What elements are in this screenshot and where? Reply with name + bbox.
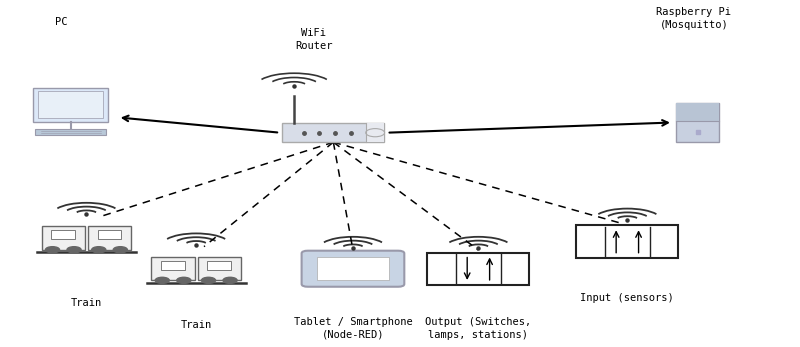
- Text: Raspberry Pi
(Mosquitto): Raspberry Pi (Mosquitto): [657, 7, 731, 31]
- Text: PC: PC: [55, 17, 67, 27]
- Circle shape: [114, 247, 127, 253]
- Text: Train: Train: [181, 320, 212, 330]
- FancyBboxPatch shape: [88, 226, 131, 250]
- FancyBboxPatch shape: [302, 251, 404, 287]
- FancyBboxPatch shape: [577, 225, 678, 258]
- FancyBboxPatch shape: [198, 256, 241, 280]
- Circle shape: [223, 277, 237, 283]
- FancyBboxPatch shape: [282, 123, 384, 142]
- Circle shape: [177, 277, 191, 283]
- FancyBboxPatch shape: [151, 256, 194, 280]
- FancyBboxPatch shape: [676, 103, 719, 120]
- FancyBboxPatch shape: [318, 257, 389, 280]
- FancyBboxPatch shape: [161, 261, 185, 270]
- FancyBboxPatch shape: [35, 129, 106, 135]
- Text: Output (Switches,
lamps, stations): Output (Switches, lamps, stations): [426, 316, 531, 340]
- FancyBboxPatch shape: [427, 253, 530, 285]
- Text: Input (sensors): Input (sensors): [581, 293, 674, 303]
- FancyBboxPatch shape: [366, 123, 384, 142]
- FancyBboxPatch shape: [98, 230, 122, 239]
- Text: Train: Train: [70, 298, 102, 308]
- FancyBboxPatch shape: [38, 91, 103, 118]
- Text: Tablet / Smartphone
(Node-RED): Tablet / Smartphone (Node-RED): [294, 316, 412, 340]
- FancyBboxPatch shape: [51, 230, 75, 239]
- Circle shape: [202, 277, 215, 283]
- FancyBboxPatch shape: [207, 261, 231, 270]
- Text: WiFi
Router: WiFi Router: [295, 27, 333, 51]
- Circle shape: [155, 277, 170, 283]
- FancyBboxPatch shape: [42, 226, 85, 250]
- Circle shape: [46, 247, 59, 253]
- FancyBboxPatch shape: [676, 103, 719, 142]
- Circle shape: [92, 247, 106, 253]
- Circle shape: [67, 247, 81, 253]
- FancyBboxPatch shape: [34, 88, 108, 122]
